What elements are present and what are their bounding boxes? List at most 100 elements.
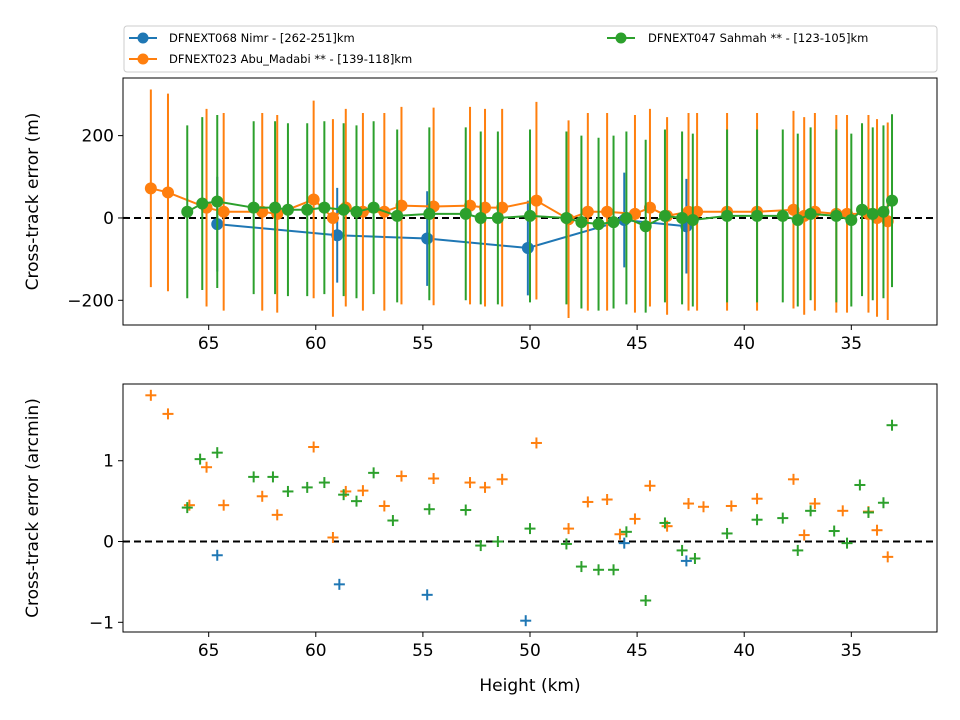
top-series-layer	[144, 89, 899, 321]
data-point	[607, 216, 620, 229]
x-tick-label: 50	[519, 334, 541, 354]
data-point	[474, 211, 487, 224]
data-point	[575, 216, 588, 229]
plus-marker	[211, 447, 223, 459]
plus-marker	[357, 485, 369, 497]
y-tick-label: 1	[103, 452, 114, 472]
plus-marker	[659, 517, 671, 529]
x-tick-label: 45	[626, 334, 648, 354]
x-tick-label: 40	[733, 334, 755, 354]
plus-marker	[301, 481, 313, 493]
legend-label-sahmah: DFNEXT047 Sahmah ** - [123-105]km	[648, 31, 868, 45]
plus-marker	[721, 527, 733, 539]
y-tick-label: 0	[103, 209, 114, 229]
legend-label-abu-madabi: DFNEXT023 Abu_Madabi ** - [139-118]km	[169, 52, 412, 66]
plus-marker	[378, 500, 390, 512]
plus-marker	[871, 524, 883, 536]
data-point	[281, 203, 294, 216]
legend-entry-sahmah: DFNEXT047 Sahmah ** - [123-105]km	[607, 31, 868, 45]
plus-marker	[475, 540, 487, 552]
plus-marker	[256, 490, 268, 502]
data-point	[804, 207, 817, 220]
plus-marker	[479, 481, 491, 493]
x-tick-label: 50	[519, 641, 541, 661]
x-tick-label: 65	[198, 641, 220, 661]
x-tick-label: 40	[733, 641, 755, 661]
top-axes-frame	[122, 77, 938, 326]
plus-marker	[751, 493, 763, 505]
data-point	[639, 220, 652, 233]
data-point	[181, 205, 194, 218]
plus-marker	[201, 461, 213, 473]
plus-marker	[787, 473, 799, 485]
data-point	[866, 207, 879, 220]
plus-marker	[338, 489, 350, 501]
plus-marker	[211, 549, 223, 561]
bottom-axes-frame	[122, 383, 938, 633]
plus-marker	[271, 509, 283, 521]
plus-marker	[248, 471, 260, 483]
legend-marker-abu-madabi	[137, 53, 149, 65]
data-point	[301, 203, 314, 216]
data-point	[686, 214, 699, 227]
plus-marker	[194, 453, 206, 465]
data-point	[845, 214, 858, 227]
data-point	[211, 195, 224, 208]
plus-marker	[854, 479, 866, 491]
plus-marker	[524, 523, 536, 535]
data-point	[676, 211, 689, 224]
data-point	[161, 186, 174, 199]
plus-marker	[777, 512, 789, 524]
data-point	[350, 205, 363, 218]
data-point	[459, 207, 472, 220]
plus-marker	[218, 499, 230, 511]
data-point	[331, 229, 344, 242]
x-tick-label: 45	[626, 641, 648, 661]
plus-marker	[751, 514, 763, 526]
bottom-series-layer	[145, 389, 898, 627]
plus-marker	[492, 536, 504, 548]
top-y-axis-label: Cross-track error (m)	[23, 113, 43, 291]
plus-marker	[421, 589, 433, 601]
plus-marker	[862, 506, 874, 518]
series-dfnext047-sahmah-123-105	[181, 419, 898, 606]
plus-marker	[614, 528, 626, 540]
legend: DFNEXT068 Nimr - [262-251]km DFNEXT023 A…	[123, 25, 938, 73]
plus-marker	[798, 529, 810, 541]
y-tick-label: −200	[67, 291, 114, 311]
data-point	[337, 203, 350, 216]
plus-marker	[809, 498, 821, 510]
legend-marker-nimr	[137, 32, 149, 44]
data-point	[479, 201, 492, 214]
legend-label-nimr: DFNEXT068 Nimr - [262-251]km	[169, 31, 355, 45]
data-point	[601, 205, 614, 218]
data-point	[581, 205, 594, 218]
x-tick-label: 35	[840, 641, 862, 661]
plus-marker	[520, 615, 532, 627]
plus-marker	[644, 480, 656, 492]
plus-marker	[162, 408, 174, 420]
plus-marker	[792, 544, 804, 556]
x-tick-label: 35	[840, 334, 862, 354]
legend-entry-abu-madabi: DFNEXT023 Abu_Madabi ** - [139-118]km	[129, 52, 412, 66]
y-tick-label: 0	[103, 533, 114, 553]
data-point	[491, 211, 504, 224]
data-point	[620, 211, 633, 224]
data-point	[530, 194, 543, 207]
plus-marker	[318, 477, 330, 489]
legend-frame	[123, 25, 938, 73]
data-point	[881, 215, 894, 228]
plus-marker	[464, 477, 476, 489]
plus-marker	[575, 561, 587, 573]
plus-marker	[428, 473, 440, 485]
data-point	[307, 193, 320, 206]
plus-marker	[676, 544, 688, 556]
plus-marker	[877, 497, 889, 509]
plus-marker	[886, 419, 898, 431]
bottom-panel-scatter-chart: 65 60 55 50 45 40 35 −1 0 1 Cross-track error (ar…	[23, 383, 938, 696]
data-point	[751, 209, 764, 222]
data-point	[721, 209, 734, 222]
plus-marker	[601, 494, 613, 506]
